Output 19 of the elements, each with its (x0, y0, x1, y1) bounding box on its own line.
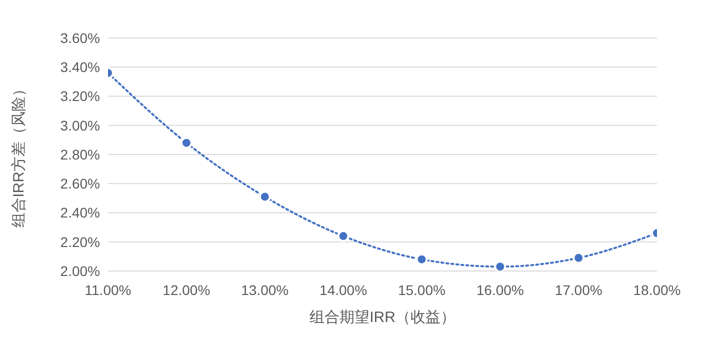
x-tick-label: 18.00% (633, 282, 681, 298)
y-tick-label: 3.20% (60, 88, 100, 104)
x-tick-label: 14.00% (320, 282, 368, 298)
x-tick-label: 17.00% (554, 282, 602, 298)
x-tick-label: 15.00% (398, 282, 446, 298)
y-tick-label: 3.60% (60, 30, 100, 46)
y-tick-label: 3.40% (60, 59, 100, 76)
y-tick-label: 3.00% (60, 117, 100, 134)
x-tick-label: 12.00% (162, 282, 210, 298)
y-tick-label: 2.00% (60, 262, 100, 279)
y-tick-label: 2.20% (60, 234, 100, 250)
x-tick-label: 16.00% (476, 282, 524, 298)
x-tick-label: 13.00% (241, 282, 289, 298)
y-tick-label: 2.60% (60, 176, 100, 192)
y-tick-label: 2.40% (60, 204, 100, 221)
y-tick-label: 2.80% (60, 146, 100, 162)
x-axis-title: 组合期望IRR（收益） (310, 309, 456, 326)
x-tick-label: 11.00% (84, 282, 132, 298)
y-axis-title: 组合IRR方差（风险） (10, 82, 28, 228)
